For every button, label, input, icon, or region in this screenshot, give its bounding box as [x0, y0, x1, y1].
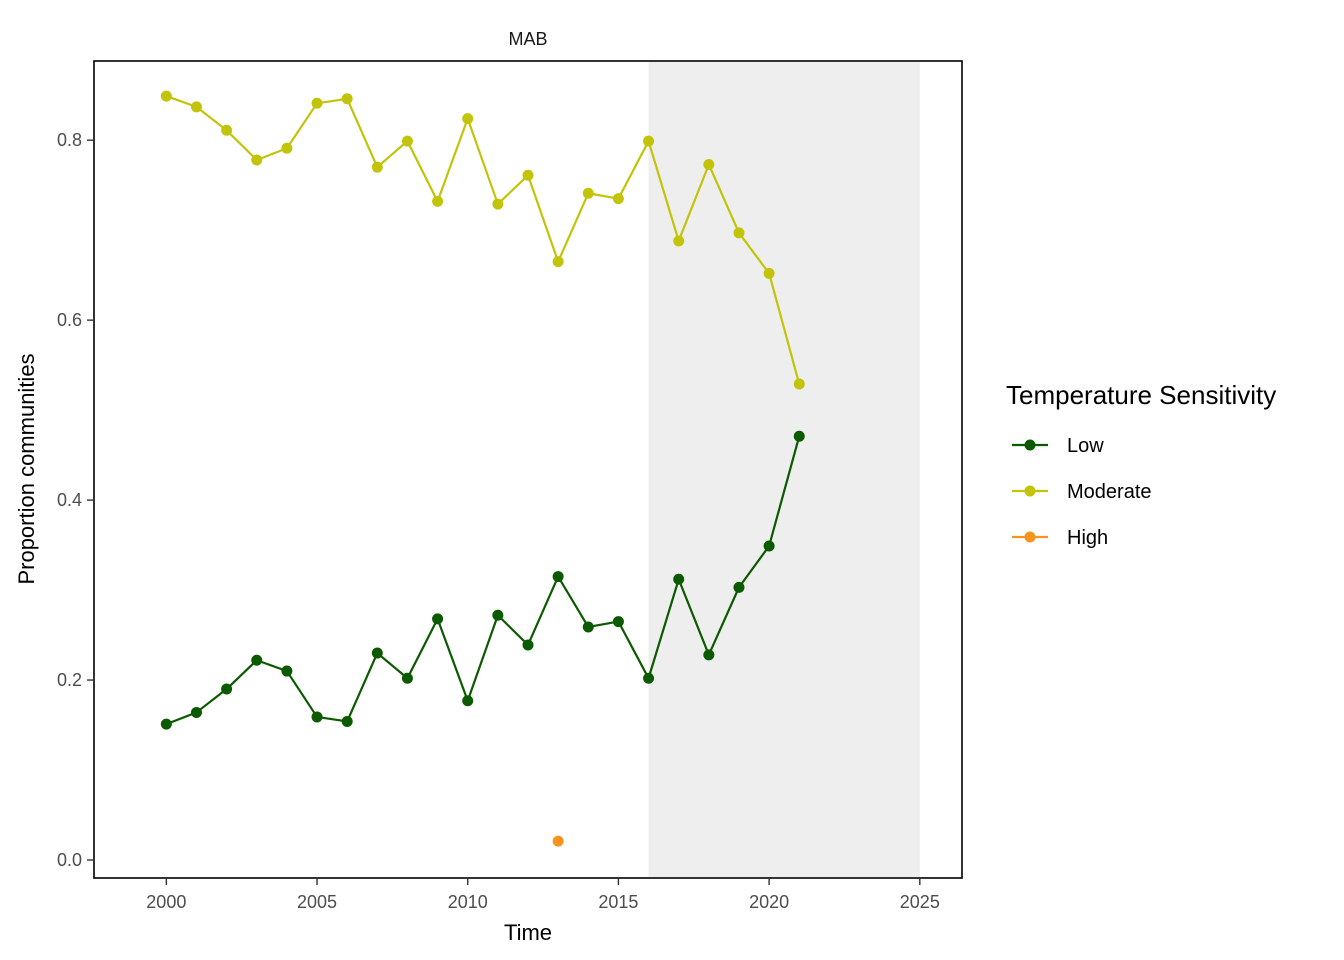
series-lines-layer: [165, 95, 801, 726]
y-tick-label: 0.6: [57, 310, 82, 330]
data-point-low: [311, 711, 323, 723]
projection-shaded-region-layer: [648, 62, 920, 877]
data-point-low: [190, 706, 202, 718]
legend-key-point-high: [1024, 531, 1036, 543]
data-point-low: [522, 639, 534, 651]
data-point-low: [643, 672, 655, 684]
data-point-low: [281, 665, 293, 677]
data-point-high: [552, 835, 564, 847]
data-point-low: [582, 621, 594, 633]
data-point-moderate: [251, 154, 263, 166]
x-tick-label: 2020: [749, 892, 789, 912]
data-point-moderate: [673, 235, 685, 247]
legend-label-low: Low: [1067, 435, 1104, 457]
data-point-moderate: [522, 169, 534, 181]
data-point-moderate: [311, 97, 323, 109]
data-point-low: [612, 616, 624, 628]
data-point-moderate: [401, 135, 413, 147]
data-point-low: [341, 715, 353, 727]
data-point-low: [251, 654, 263, 666]
data-point-moderate: [763, 267, 775, 279]
legend-label-moderate: Moderate: [1067, 481, 1152, 503]
plot-panel-border: [93, 60, 963, 879]
data-point-moderate: [582, 187, 594, 199]
data-point-moderate: [643, 135, 655, 147]
y-tick-label: 0.0: [57, 850, 82, 870]
legend-key-point-low: [1024, 439, 1036, 451]
data-point-moderate: [160, 90, 172, 102]
data-point-moderate: [341, 93, 353, 105]
data-point-low: [432, 613, 444, 625]
legend: Temperature Sensitivity Low Moderate High: [1006, 380, 1276, 549]
legend-title: Temperature Sensitivity: [1006, 380, 1276, 410]
x-axis: 2000 2005 2010 2015 2020 2025: [146, 878, 940, 912]
x-tick-label: 2025: [900, 892, 940, 912]
x-tick-label: 2005: [297, 892, 337, 912]
data-point-moderate: [190, 101, 202, 113]
data-point-low: [673, 573, 685, 585]
data-point-moderate: [462, 113, 474, 125]
data-point-moderate: [281, 142, 293, 154]
x-tick-label: 2010: [448, 892, 488, 912]
data-point-moderate: [432, 195, 444, 207]
series-points-layer: [160, 90, 805, 847]
x-axis-title: Time: [504, 920, 552, 945]
data-point-moderate: [371, 161, 383, 173]
x-tick-label: 2000: [146, 892, 186, 912]
data-point-moderate: [492, 198, 504, 210]
y-tick-label: 0.2: [57, 670, 82, 690]
data-point-moderate: [703, 158, 715, 170]
data-point-moderate: [221, 124, 233, 136]
y-axis: 0.0 0.2 0.4 0.6 0.8: [57, 130, 94, 870]
data-point-low: [733, 581, 745, 593]
data-point-low: [703, 649, 715, 661]
series-line-low: [165, 435, 801, 726]
y-tick-label: 0.8: [57, 130, 82, 150]
chart-title: MAB: [508, 29, 547, 49]
legend-key-point-moderate: [1024, 485, 1036, 497]
data-point-low: [763, 540, 775, 552]
data-point-moderate: [733, 227, 745, 239]
data-point-moderate: [793, 378, 805, 390]
series-line-moderate: [165, 95, 801, 385]
data-point-low: [221, 683, 233, 695]
data-point-low: [552, 571, 564, 583]
data-point-low: [371, 647, 383, 659]
shaded-region: [648, 62, 920, 877]
data-point-low: [492, 609, 504, 621]
x-tick-label: 2015: [598, 892, 638, 912]
data-point-low: [160, 718, 172, 730]
y-tick-label: 0.4: [57, 490, 82, 510]
legend-label-high: High: [1067, 527, 1108, 549]
data-point-low: [793, 430, 805, 442]
data-point-low: [462, 695, 474, 707]
data-point-moderate: [552, 256, 564, 268]
data-point-low: [401, 672, 413, 684]
legend-items: Low Moderate High: [1012, 435, 1152, 549]
data-point-moderate: [612, 193, 624, 205]
y-axis-title: Proportion communities: [14, 353, 39, 584]
